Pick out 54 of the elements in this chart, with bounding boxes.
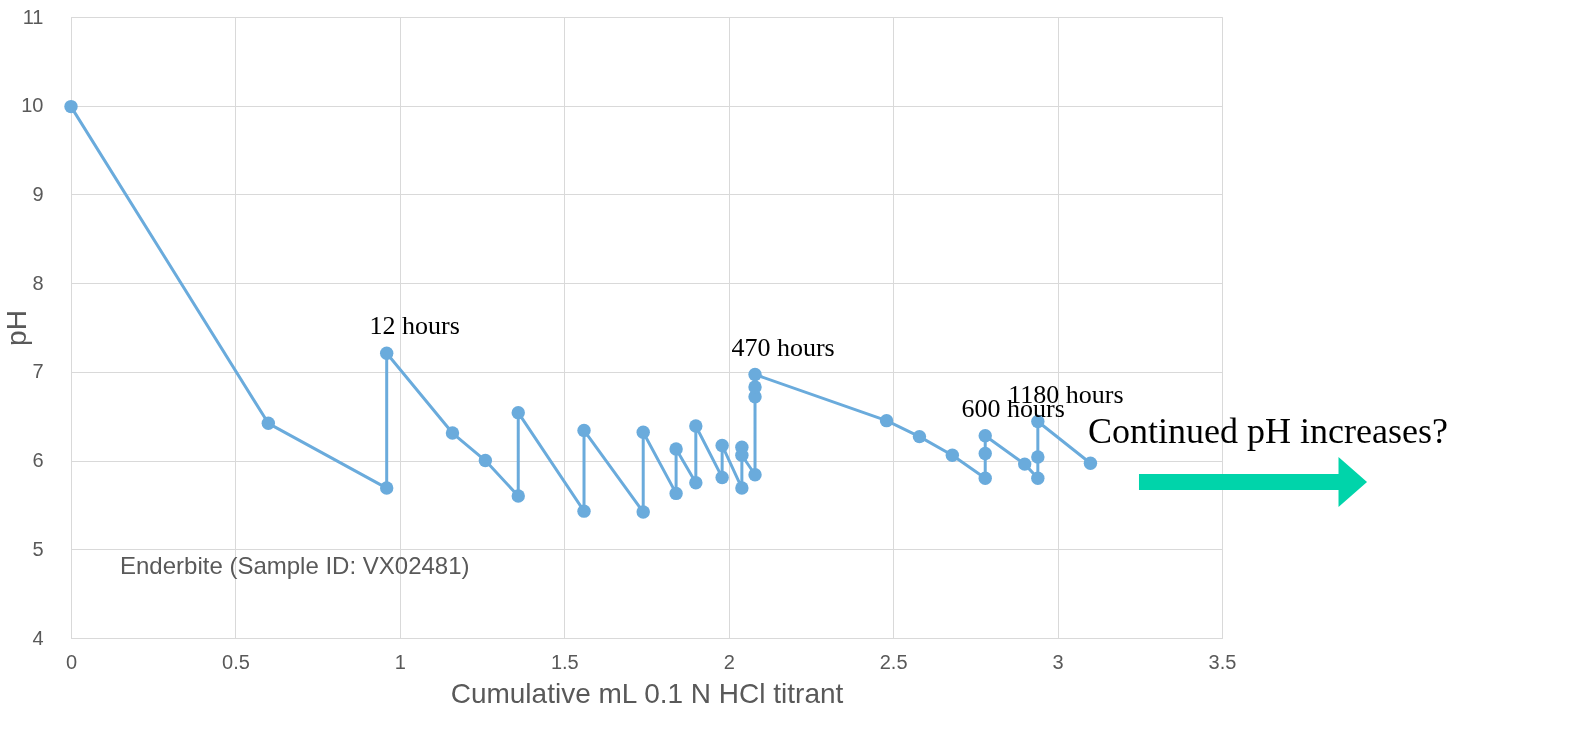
point <box>689 419 703 433</box>
point <box>879 413 894 428</box>
point <box>715 438 729 453</box>
point <box>945 448 960 462</box>
point <box>379 346 394 360</box>
y-tick-label: 6 <box>32 449 44 472</box>
point <box>669 486 683 501</box>
x-axis-title: Cumulative mL 0.1 N HCl titrant <box>450 677 844 709</box>
point <box>978 429 992 443</box>
annotation: 12 hours <box>369 311 460 341</box>
point <box>1031 471 1045 486</box>
point <box>689 476 703 490</box>
point <box>636 425 650 439</box>
point <box>715 470 729 485</box>
point <box>978 446 992 461</box>
annotation: Continued pH increases? <box>1088 411 1448 451</box>
y-tick-label: 5 <box>32 537 44 560</box>
point <box>379 481 394 495</box>
point <box>748 367 762 382</box>
y-axis-title: pH <box>0 310 32 346</box>
point <box>511 489 525 503</box>
x-tick-label: 3.5 <box>1208 650 1237 673</box>
point <box>478 453 493 468</box>
x-tick-label: 3 <box>1052 650 1064 673</box>
x-tick-label: 2 <box>723 650 735 673</box>
x-tick-label: 1.5 <box>550 650 579 673</box>
annotation: 470 hours <box>731 332 835 362</box>
y-tick-label: 4 <box>32 626 44 649</box>
point <box>669 442 683 456</box>
point <box>577 423 591 438</box>
point <box>735 481 749 495</box>
y-tick-label: 11 <box>22 5 44 28</box>
point <box>445 426 460 440</box>
point <box>748 380 762 394</box>
point <box>511 405 525 420</box>
point <box>1017 457 1032 471</box>
x-tick-label: 0 <box>65 650 78 673</box>
point <box>748 468 762 482</box>
x-tick-label: 0.5 <box>222 650 250 673</box>
point <box>636 505 650 519</box>
point <box>1083 456 1098 470</box>
point <box>1031 450 1045 464</box>
y-tick-label: 7 <box>32 360 44 383</box>
point <box>64 99 78 114</box>
point <box>577 504 591 518</box>
x-tick-label: 2.5 <box>879 650 908 673</box>
y-tick-label: 8 <box>32 271 44 294</box>
y-tick-label: 9 <box>32 182 44 205</box>
point <box>978 471 992 486</box>
x-tick-label: 1 <box>394 650 406 673</box>
point <box>912 429 927 444</box>
y-tick-label: 10 <box>21 94 44 117</box>
annotation: Enderbite (Sample ID: VX02481) <box>120 552 470 579</box>
point <box>261 416 276 431</box>
